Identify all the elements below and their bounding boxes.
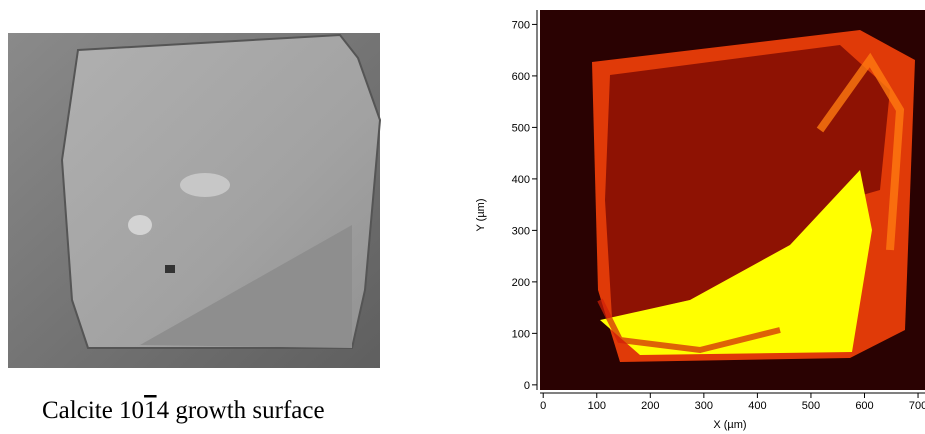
x-axis-label: X (µm): [713, 419, 746, 431]
x-tick-label: 300: [695, 400, 713, 412]
heatmap: [540, 10, 925, 390]
x-tick-label: 100: [588, 400, 606, 412]
caption: Calcite 1014 growth surface: [42, 397, 325, 424]
caption-text: 4 growth surface: [157, 397, 325, 424]
y-tick-label: 100: [512, 328, 530, 340]
y-tick-label: 200: [512, 277, 530, 289]
y-tick-label: 400: [512, 174, 530, 186]
caption-barred-digit: 1: [144, 397, 157, 424]
y-tick-label: 300: [512, 225, 530, 237]
caption-text: Calcite 10: [42, 397, 144, 424]
y-axis-label: Y (µm): [475, 198, 487, 231]
y-tick-label: 600: [512, 71, 530, 83]
y-tick-label: 700: [512, 19, 530, 31]
y-tick-label: 0: [524, 380, 530, 392]
x-tick-label: 200: [641, 400, 659, 412]
axes: X (µm) Y (µm) 0 100 200 300 400 500 600 700 0 100…: [475, 10, 925, 431]
x-tick-label: 700: [909, 400, 925, 412]
y-tick-label: 500: [512, 122, 530, 134]
x-tick-label: 0: [540, 400, 546, 412]
x-tick-label: 500: [802, 400, 820, 412]
crystal-photo: [8, 33, 382, 368]
x-tick-label: 600: [855, 400, 873, 412]
x-tick-label: 400: [748, 400, 766, 412]
